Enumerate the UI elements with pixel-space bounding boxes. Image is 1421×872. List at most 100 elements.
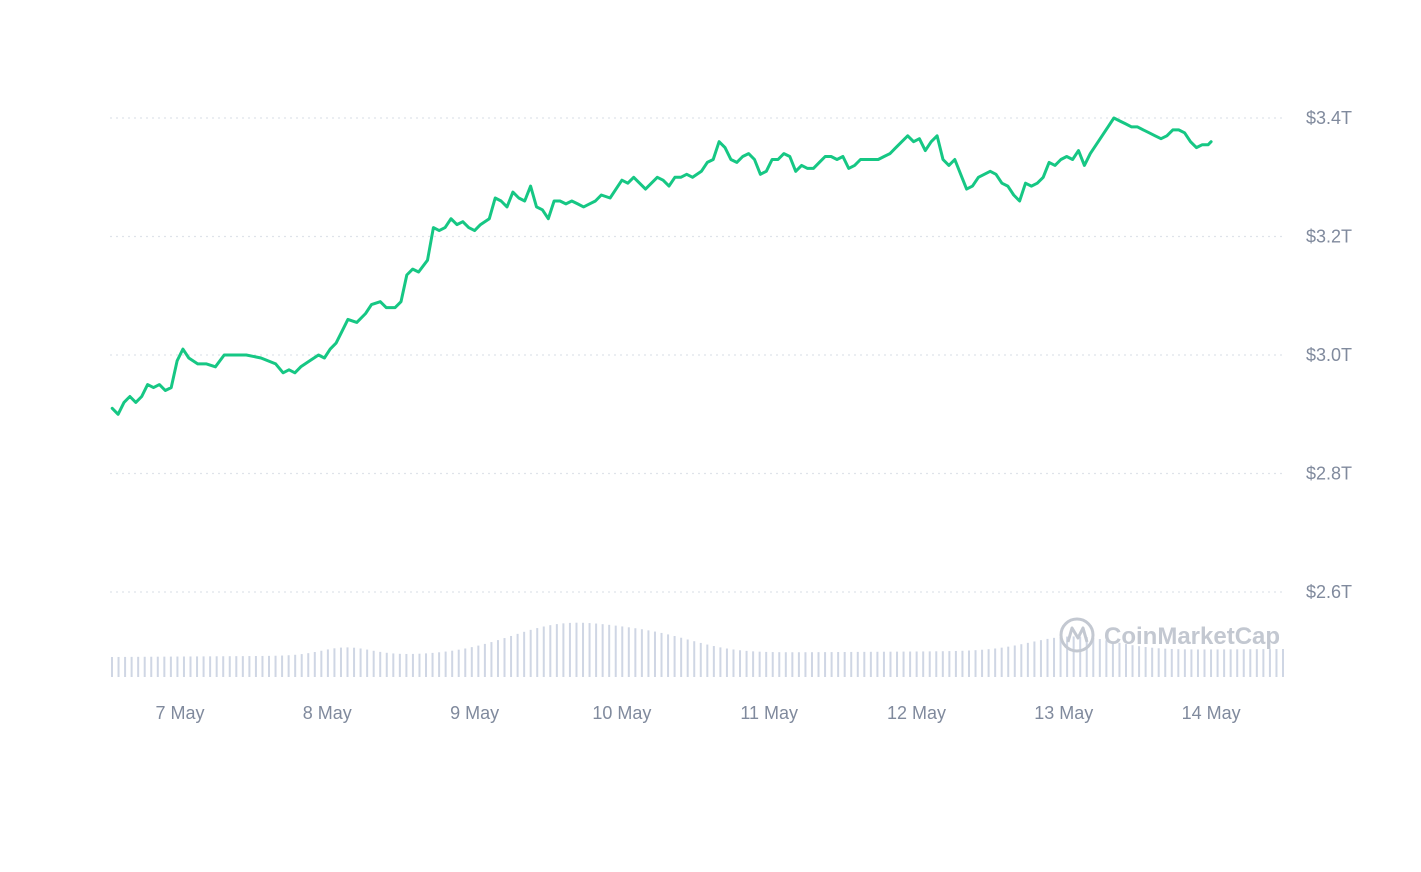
volume-bar bbox=[608, 624, 611, 677]
volume-bar bbox=[372, 650, 375, 677]
volume-bar bbox=[837, 652, 840, 677]
volume-bar bbox=[326, 649, 329, 677]
volume-bar bbox=[706, 644, 709, 677]
volume-bar bbox=[451, 650, 454, 677]
volume-bar bbox=[196, 656, 199, 677]
volume-bar bbox=[817, 652, 820, 677]
volume-bar bbox=[1255, 649, 1258, 677]
volume-bar bbox=[653, 631, 656, 677]
volume-bar bbox=[1157, 648, 1160, 677]
volume-bar bbox=[928, 651, 931, 677]
volume-bar bbox=[117, 656, 120, 677]
y-tick-label: $2.8T bbox=[1306, 464, 1352, 484]
volume-bar bbox=[1026, 642, 1029, 677]
volume-bar bbox=[549, 625, 552, 677]
volume-bar bbox=[1020, 644, 1023, 677]
volume-bar bbox=[163, 656, 166, 677]
volume-bar bbox=[385, 652, 388, 677]
volume-bar bbox=[130, 656, 133, 677]
volume-bar bbox=[1262, 649, 1265, 677]
volume-bar bbox=[1249, 649, 1252, 677]
x-tick-label: 8 May bbox=[303, 703, 352, 723]
watermark-text: CoinMarketCap bbox=[1104, 623, 1280, 650]
volume-bar bbox=[228, 656, 231, 677]
volume-bar bbox=[1210, 649, 1213, 677]
watermark: CoinMarketCap bbox=[1059, 617, 1280, 653]
volume-bar bbox=[797, 652, 800, 677]
volume-bar bbox=[1066, 636, 1069, 677]
volume-bar bbox=[719, 647, 722, 677]
volume-bar bbox=[863, 651, 866, 677]
volume-bar bbox=[595, 623, 598, 677]
volume-bar bbox=[470, 647, 473, 677]
volume-bar bbox=[1105, 640, 1108, 677]
volume-bar bbox=[202, 656, 205, 677]
volume-bar bbox=[725, 648, 728, 677]
volume-bar bbox=[804, 652, 807, 677]
coinmarketcap-logo-icon bbox=[1059, 617, 1095, 653]
volume-bar bbox=[981, 649, 984, 677]
volume-bar bbox=[902, 651, 905, 677]
volume-bar bbox=[712, 646, 715, 677]
volume-bar bbox=[1111, 641, 1114, 677]
x-tick-label: 14 May bbox=[1182, 703, 1241, 723]
volume-bar bbox=[1236, 649, 1239, 677]
volume-bar bbox=[222, 656, 225, 677]
volume-bar bbox=[111, 657, 113, 677]
volume-bar bbox=[398, 653, 401, 677]
volume-bar bbox=[856, 651, 859, 677]
volume-bar bbox=[1216, 649, 1219, 677]
volume-bar bbox=[765, 651, 768, 677]
volume-bar bbox=[235, 656, 238, 677]
volume-bar bbox=[431, 652, 434, 677]
volume-bar bbox=[699, 642, 702, 677]
volume-bar bbox=[477, 645, 480, 677]
gridlines bbox=[110, 117, 1283, 593]
volume-bar bbox=[1229, 649, 1232, 677]
volume-bar bbox=[241, 656, 244, 677]
volume-bar bbox=[215, 656, 218, 677]
volume-bar bbox=[739, 650, 742, 677]
volume-bar bbox=[529, 629, 532, 677]
volume-bar bbox=[261, 655, 264, 677]
volume-bar bbox=[967, 650, 970, 677]
volume-bar bbox=[1190, 649, 1193, 677]
volume-bar bbox=[582, 622, 585, 677]
volume-bar bbox=[693, 641, 696, 677]
volume-bar bbox=[673, 636, 676, 677]
volume-bar bbox=[601, 624, 604, 677]
volume-bar bbox=[405, 653, 408, 677]
volume-bar bbox=[248, 656, 251, 677]
volume-bar bbox=[1124, 644, 1127, 677]
volume-bar bbox=[889, 651, 892, 677]
volume-bar bbox=[961, 650, 964, 677]
volume-bar bbox=[771, 652, 774, 677]
volume-bar bbox=[1033, 641, 1036, 677]
volume-bar bbox=[1268, 649, 1271, 677]
volume-bar bbox=[954, 650, 957, 677]
volume-bar bbox=[457, 649, 460, 677]
volume-bar bbox=[660, 632, 663, 677]
volume-bar bbox=[791, 652, 794, 677]
volume-bar bbox=[496, 640, 499, 677]
volume-bar bbox=[209, 656, 212, 677]
volume-bar bbox=[287, 655, 290, 677]
volume-bar bbox=[510, 635, 513, 677]
volume-bar bbox=[1177, 649, 1180, 677]
y-axis: $3.4T $3.2T $3.0T $2.8T $2.6T bbox=[1306, 108, 1352, 602]
volume-bar bbox=[425, 653, 428, 677]
volume-bar bbox=[686, 639, 689, 677]
volume-bar bbox=[254, 656, 257, 677]
volume-bar bbox=[909, 651, 912, 677]
volume-bar bbox=[614, 625, 617, 677]
volume-bar bbox=[143, 656, 146, 677]
volume-bar bbox=[1164, 648, 1167, 677]
volume-bar bbox=[438, 652, 441, 677]
volume-bar bbox=[935, 651, 938, 677]
volume-bar bbox=[896, 651, 899, 677]
volume-bar bbox=[1223, 649, 1226, 677]
volume-bar bbox=[876, 651, 879, 677]
volume-bar bbox=[745, 650, 748, 677]
volume-bar bbox=[1059, 637, 1062, 677]
volume-bar bbox=[523, 631, 526, 677]
